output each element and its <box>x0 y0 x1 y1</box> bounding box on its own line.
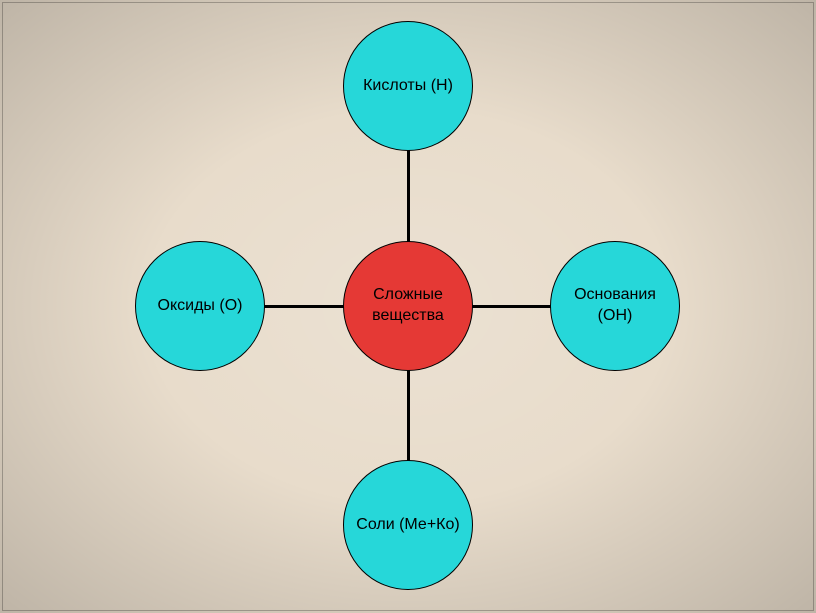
node-bottom: Соли (Ме+Ко) <box>343 460 473 590</box>
node-left-label: Оксиды (О) <box>158 296 243 317</box>
node-top: Кислоты (Н) <box>343 21 473 151</box>
node-bottom-label: Соли (Ме+Ко) <box>356 515 459 536</box>
diagram-canvas: Сложные вещества Кислоты (Н) Основания (ОН… <box>0 0 816 613</box>
node-right: Основания (ОН) <box>550 241 680 371</box>
node-top-label: Кислоты (Н) <box>363 76 453 97</box>
node-center-label: Сложные вещества <box>352 285 464 327</box>
node-left: Оксиды (О) <box>135 241 265 371</box>
node-center: Сложные вещества <box>343 241 473 371</box>
node-right-label: Основания (ОН) <box>559 285 671 327</box>
